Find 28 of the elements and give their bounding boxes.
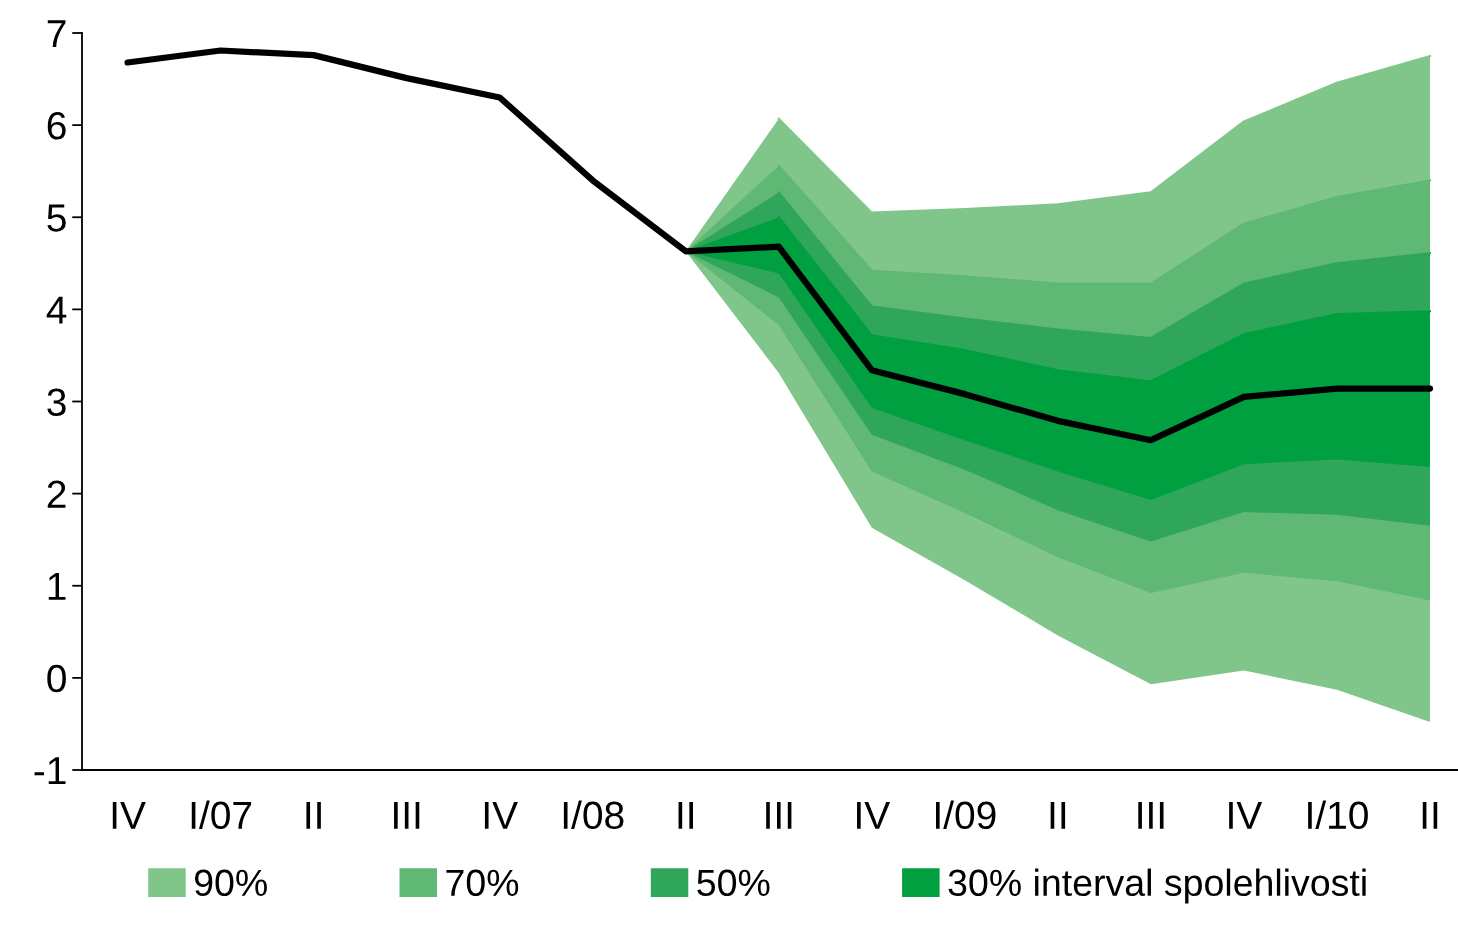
x-tick-label: II: [678, 801, 693, 829]
x-tick-label: II: [1422, 801, 1438, 829]
x-tick-label: II: [1050, 801, 1066, 829]
x-tick-label: II: [306, 801, 321, 829]
y-tick-label: 1: [48, 573, 66, 600]
x-tick-label: III: [766, 801, 792, 829]
y-tick-label: 4: [46, 296, 67, 324]
x-tick-label: IV: [857, 801, 891, 829]
x-tick-label: III: [394, 801, 420, 829]
legend-label: 90%: [194, 869, 267, 897]
legend-label: 50%: [697, 869, 770, 897]
y-tick-label: 7: [47, 20, 66, 48]
y-tick-label: -1: [34, 757, 66, 785]
x-tick-label: IV: [112, 801, 146, 829]
x-tick-label: I/07: [191, 800, 252, 830]
y-tick-label: 3: [47, 388, 66, 416]
y-tick-label: 5: [47, 204, 66, 232]
y-tick-label: 6: [47, 112, 66, 140]
x-tick-label: IV: [1229, 801, 1263, 829]
x-tick-label: I/09: [936, 800, 996, 830]
x-tick-label: I/10: [1308, 800, 1368, 830]
y-tick-label: 2: [47, 480, 66, 508]
x-tick-label: III: [1138, 801, 1164, 829]
legend-label: 70%: [446, 869, 519, 897]
legend-label: 30% interval spolehlivosti: [948, 868, 1366, 904]
x-tick-label: I/08: [563, 800, 624, 830]
y-tick-label: 0: [47, 664, 66, 693]
x-tick-label: IV: [484, 801, 518, 829]
